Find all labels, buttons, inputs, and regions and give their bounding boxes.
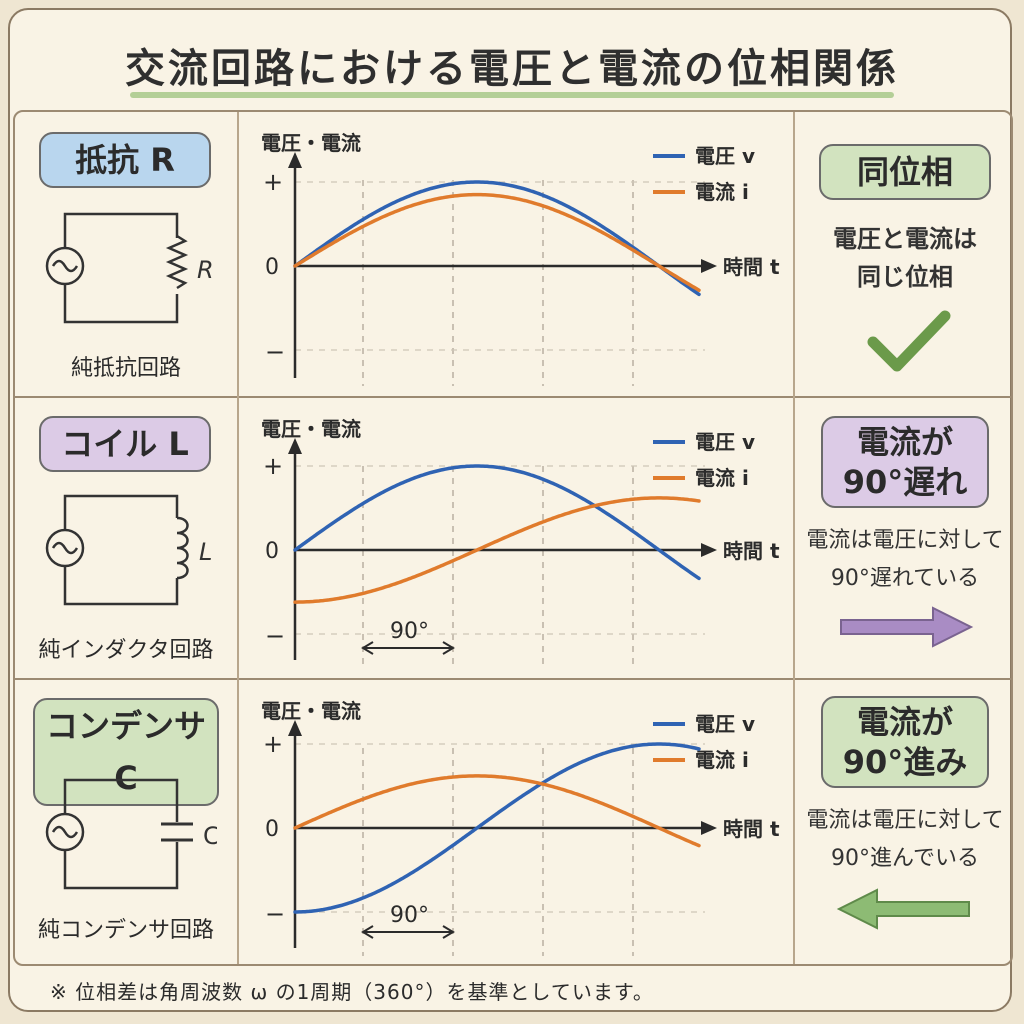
row-divider bbox=[15, 678, 1011, 680]
result-line: 電流が bbox=[856, 703, 953, 741]
series-voltage bbox=[293, 742, 701, 914]
result-label-resistor: 同位相 bbox=[819, 144, 991, 200]
phase-arrowhead bbox=[442, 641, 455, 655]
x-axis-arrow bbox=[701, 821, 717, 835]
y-tick-label: − bbox=[265, 900, 285, 928]
page-title: 交流回路における電圧と電流の位相関係 bbox=[125, 46, 899, 92]
y-axis-label: 電圧・電流 bbox=[261, 699, 361, 723]
capacitor-symbol: C bbox=[203, 822, 217, 850]
phase-label: 90° bbox=[390, 903, 429, 928]
x-axis-label: 時間 t bbox=[723, 255, 780, 279]
coil-symbol: L bbox=[199, 538, 212, 566]
result-line: 90°進み bbox=[842, 743, 968, 781]
result-line: 90°遅れ bbox=[842, 463, 968, 501]
x-axis-label: 時間 t bbox=[723, 817, 780, 841]
checkmark-icon bbox=[867, 310, 951, 372]
legend-current: 電流 i bbox=[695, 466, 749, 490]
y-tick-label: + bbox=[263, 730, 283, 758]
series-current bbox=[293, 496, 701, 604]
phase-arrowhead bbox=[361, 925, 374, 939]
diagram-card: 交流回路における電圧と電流の位相関係 抵抗 R R 純抵抗回路 コイル L L … bbox=[8, 8, 1013, 1012]
legend-current: 電流 i bbox=[695, 748, 749, 772]
inductor-circuit: L bbox=[45, 494, 212, 606]
comparison-table: 抵抗 R R 純抵抗回路 コイル L L 純インダクタ回路 コンデンサ C bbox=[13, 110, 1013, 966]
result-label-coil: 電流が 90°遅れ bbox=[821, 416, 989, 508]
circuit-caption-capacitor: 純コンデンサ回路 bbox=[37, 918, 214, 943]
y-axis-label: 電圧・電流 bbox=[261, 131, 361, 155]
resistor-icon bbox=[165, 234, 189, 290]
desc-line: 電流は電圧に対して bbox=[806, 808, 1004, 833]
component-label-coil: コイル L bbox=[39, 416, 211, 472]
component-label-resistor: 抵抗 R bbox=[39, 132, 211, 188]
x-axis-arrow bbox=[701, 259, 717, 273]
column-divider bbox=[793, 112, 795, 964]
y-axis-label: 電圧・電流 bbox=[261, 417, 361, 441]
y-tick-label: − bbox=[265, 622, 285, 650]
arrow-left-icon bbox=[836, 888, 970, 930]
series-current bbox=[293, 774, 701, 848]
footer-note: ※ 位相差は角周波数 ω の1周期（360°）を基準としています。 bbox=[50, 980, 654, 1004]
y-tick-label: + bbox=[263, 452, 283, 480]
series-voltage bbox=[293, 180, 701, 297]
desc-line: 90°進んでいる bbox=[831, 846, 979, 871]
y-tick-label: 0 bbox=[265, 817, 279, 842]
legend-current: 電流 i bbox=[695, 180, 749, 204]
circuit-caption-resistor: 純抵抗回路 bbox=[70, 356, 181, 381]
x-axis-arrow bbox=[701, 543, 717, 557]
result-desc-capacitor: 電流は電圧に対して 90°進んでいる bbox=[795, 802, 1015, 878]
series-current bbox=[293, 192, 701, 292]
circuit-caption-coil: 純インダクタ回路 bbox=[38, 638, 214, 663]
row-divider bbox=[15, 396, 1011, 398]
title-underline bbox=[130, 92, 894, 98]
result-line: 電流が bbox=[856, 423, 953, 461]
resistor-symbol: R bbox=[197, 256, 214, 284]
column-divider bbox=[237, 112, 239, 964]
legend-voltage: 電圧 v bbox=[695, 430, 755, 454]
legend-voltage: 電圧 v bbox=[695, 712, 755, 736]
y-tick-label: 0 bbox=[265, 255, 279, 280]
desc-line: 電圧と電流は bbox=[833, 225, 977, 253]
y-axis-arrow bbox=[288, 152, 302, 168]
y-tick-label: 0 bbox=[265, 539, 279, 564]
coil-icon bbox=[176, 516, 189, 580]
phase-label: 90° bbox=[390, 619, 429, 644]
arrow-right-icon bbox=[840, 606, 974, 648]
desc-line: 90°遅れている bbox=[830, 566, 980, 591]
capacitor-circuit: C bbox=[45, 778, 217, 890]
resistor-circuit: R bbox=[45, 212, 214, 324]
y-tick-label: + bbox=[263, 168, 283, 196]
result-desc-resistor: 電圧と電流は 同じ位相 bbox=[795, 220, 1015, 296]
phase-arrowhead bbox=[442, 925, 455, 939]
result-label-capacitor: 電流が 90°進み bbox=[821, 696, 989, 788]
y-axis-arrow bbox=[288, 720, 302, 736]
desc-line: 電流は電圧に対して bbox=[806, 528, 1004, 553]
legend-voltage: 電圧 v bbox=[695, 144, 755, 168]
series-voltage bbox=[293, 464, 701, 581]
y-tick-label: − bbox=[265, 338, 285, 366]
desc-line: 同じ位相 bbox=[857, 263, 953, 291]
phase-arrowhead bbox=[361, 641, 374, 655]
x-axis-label: 時間 t bbox=[723, 539, 780, 563]
y-axis-arrow bbox=[288, 438, 302, 454]
result-desc-coil: 電流は電圧に対して 90°遅れている bbox=[795, 522, 1015, 598]
